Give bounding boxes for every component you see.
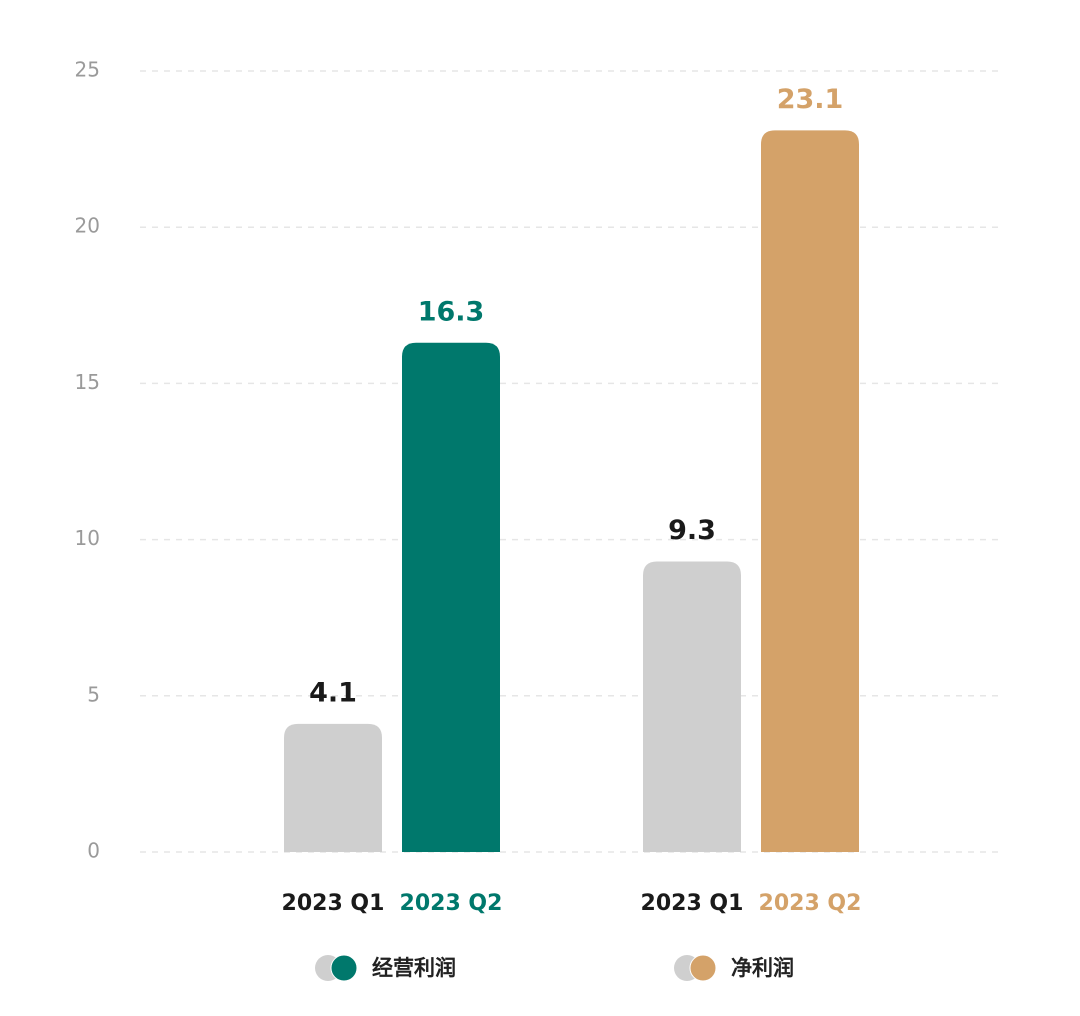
legend-swatch <box>689 954 717 982</box>
x-tick-label: 2023 Q1 <box>641 891 744 916</box>
y-tick-label: 20 <box>75 214 100 238</box>
y-tick-label: 15 <box>75 370 100 394</box>
value-label: 9.3 <box>668 515 716 546</box>
legend-swatch <box>330 954 358 982</box>
bar <box>402 342 500 852</box>
legend-label: 经营利润 <box>372 956 456 980</box>
x-tick-label: 2023 Q1 <box>282 891 385 916</box>
legend-label: 净利润 <box>731 956 794 980</box>
y-tick-label: 0 <box>87 839 100 863</box>
bar <box>643 561 741 852</box>
bar <box>761 130 859 852</box>
value-label: 23.1 <box>777 84 844 115</box>
value-label: 16.3 <box>418 296 485 327</box>
y-tick-label: 5 <box>87 682 100 706</box>
x-tick-label: 2023 Q2 <box>759 891 862 916</box>
value-label: 4.1 <box>309 677 357 708</box>
y-tick-label: 10 <box>75 526 100 550</box>
x-tick-label: 2023 Q2 <box>400 891 503 916</box>
y-tick-label: 25 <box>75 58 100 82</box>
bar <box>284 723 382 852</box>
